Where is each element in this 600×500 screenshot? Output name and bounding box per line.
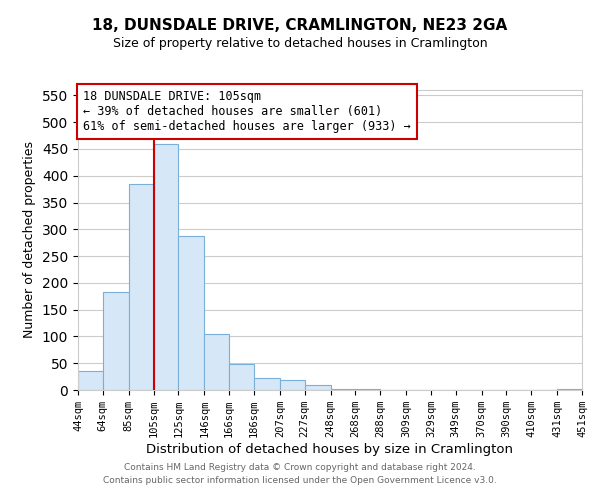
Text: Size of property relative to detached houses in Cramlington: Size of property relative to detached ho… bbox=[113, 38, 487, 51]
Bar bbox=[229, 364, 254, 390]
Y-axis label: Number of detached properties: Number of detached properties bbox=[23, 142, 37, 338]
Text: 18 DUNSDALE DRIVE: 105sqm
← 39% of detached houses are smaller (601)
61% of semi: 18 DUNSDALE DRIVE: 105sqm ← 39% of detac… bbox=[83, 90, 411, 133]
Text: Contains public sector information licensed under the Open Government Licence v3: Contains public sector information licen… bbox=[103, 476, 497, 485]
Bar bbox=[78, 371, 103, 390]
Bar bbox=[154, 144, 178, 390]
Bar bbox=[129, 184, 154, 390]
X-axis label: Distribution of detached houses by size in Cramlington: Distribution of detached houses by size … bbox=[146, 443, 514, 456]
Text: Contains HM Land Registry data © Crown copyright and database right 2024.: Contains HM Land Registry data © Crown c… bbox=[124, 462, 476, 471]
Text: 18, DUNSDALE DRIVE, CRAMLINGTON, NE23 2GA: 18, DUNSDALE DRIVE, CRAMLINGTON, NE23 2G… bbox=[92, 18, 508, 32]
Bar bbox=[331, 389, 355, 390]
Bar bbox=[178, 236, 205, 390]
Bar bbox=[305, 384, 331, 390]
Bar bbox=[280, 380, 305, 390]
Bar bbox=[205, 334, 229, 390]
Bar bbox=[254, 378, 280, 390]
Bar bbox=[103, 292, 129, 390]
